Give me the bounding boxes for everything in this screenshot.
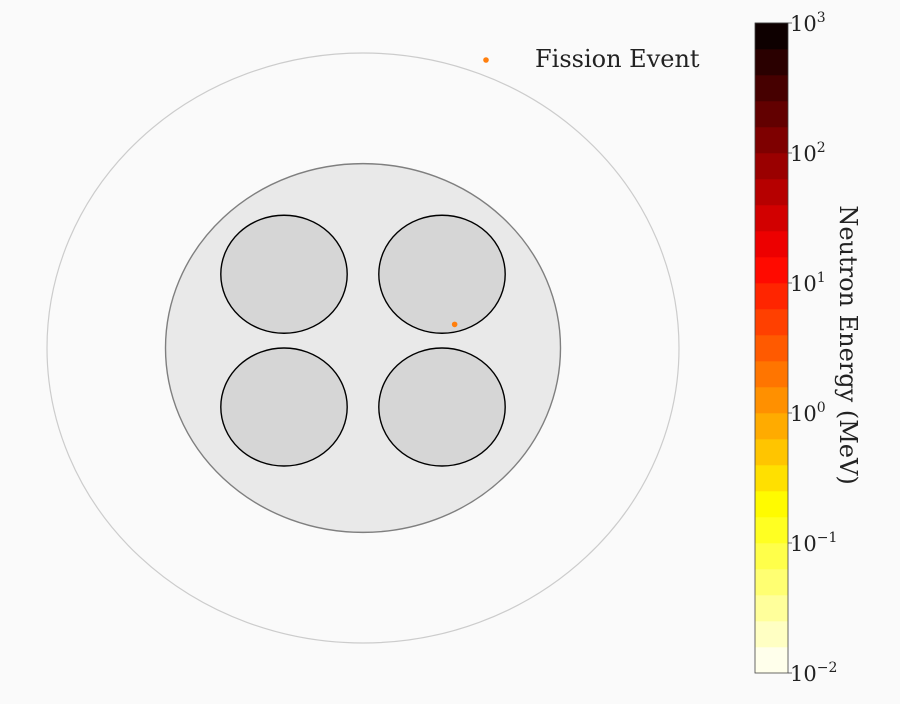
colorbar-band bbox=[755, 152, 788, 180]
colorbar-tick-label: 103 bbox=[790, 10, 826, 36]
colorbar-tick-label: 10−1 bbox=[790, 530, 837, 556]
colorbar-band bbox=[755, 48, 788, 76]
fission-event-point bbox=[451, 321, 458, 328]
colorbar-band bbox=[755, 464, 788, 492]
legend-marker bbox=[483, 57, 489, 63]
colorbar-band bbox=[755, 204, 788, 232]
colorbar-band bbox=[755, 178, 788, 206]
colorbar-band bbox=[755, 282, 788, 310]
fission-points bbox=[451, 321, 458, 328]
colorbar-band bbox=[755, 542, 788, 570]
colorbar-band bbox=[755, 568, 788, 596]
colorbar-ticks: 10−2 10−1 100 101 102 103 bbox=[788, 10, 837, 686]
colorbar-band bbox=[755, 516, 788, 544]
colorbar-band bbox=[755, 22, 788, 50]
colorbar-band bbox=[755, 308, 788, 336]
colorbar-frame bbox=[754, 22, 789, 674]
colorbar-band bbox=[755, 438, 788, 466]
colorbar-band bbox=[755, 646, 788, 674]
fuel-pin-top-right bbox=[378, 214, 506, 334]
colorbar-band bbox=[755, 412, 788, 440]
colorbar-bands bbox=[755, 22, 788, 674]
colorbar-band bbox=[755, 386, 788, 414]
colorbar-band bbox=[755, 620, 788, 648]
assembly bbox=[164, 162, 562, 534]
colorbar: 10−2 10−1 100 101 102 103 Neutron Energy (MeV… bbox=[754, 10, 862, 686]
colorbar-tick-label: 102 bbox=[790, 140, 826, 166]
colorbar-band bbox=[755, 334, 788, 362]
fuel-pin-bottom-left bbox=[220, 347, 348, 467]
colorbar-band bbox=[755, 360, 788, 388]
colorbar-label: Neutron Energy (MeV) bbox=[834, 205, 862, 484]
fuel-pin-bottom-right bbox=[378, 347, 506, 467]
colorbar-tick-label: 10−2 bbox=[790, 660, 837, 686]
colorbar-band bbox=[755, 74, 788, 102]
geometry-regions bbox=[46, 52, 680, 644]
colorbar-tick-label: 101 bbox=[790, 270, 826, 296]
colorbar-band bbox=[755, 594, 788, 622]
colorbar-tick-label: 100 bbox=[790, 400, 826, 426]
colorbar-band bbox=[755, 256, 788, 284]
colorbar-band bbox=[755, 126, 788, 154]
fuel-pin-top-left bbox=[220, 214, 348, 334]
colorbar-band bbox=[755, 230, 788, 258]
legend: Fission Event bbox=[483, 45, 700, 73]
legend-label: Fission Event bbox=[535, 45, 700, 73]
colorbar-band bbox=[755, 490, 788, 518]
colorbar-band bbox=[755, 100, 788, 128]
